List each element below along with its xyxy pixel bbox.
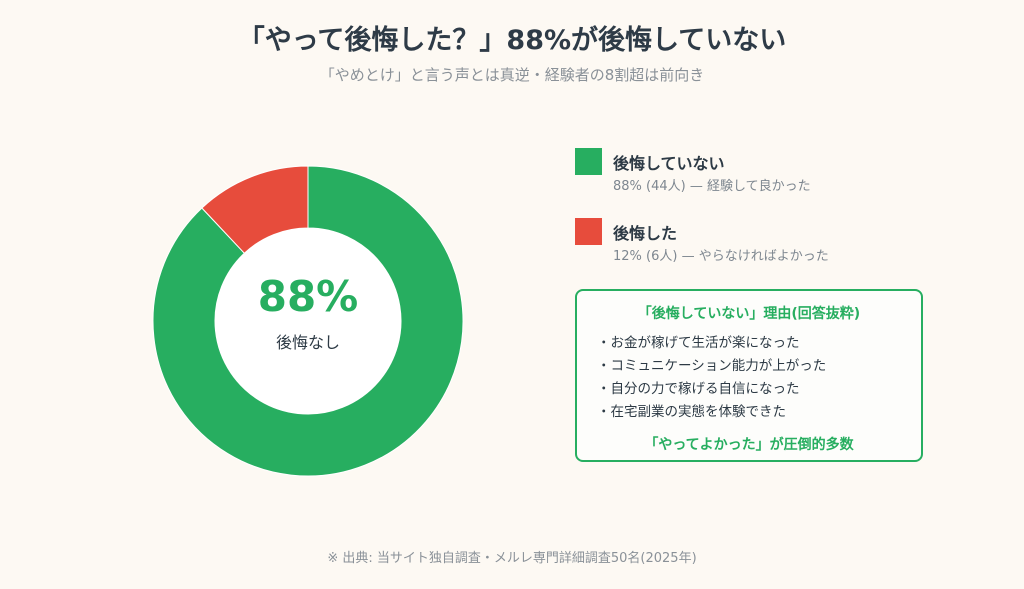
legend-label-regret: 後悔した (613, 224, 678, 243)
reasons-box: 「後悔していない」理由(回答抜粋) ・お金が稼げて生活が楽になった ・コミュニケ… (575, 289, 923, 462)
legend-swatch-regret (575, 218, 602, 245)
chart-subtitle: 「やめとけ」と言う声とは真逆・経験者の8割超は前向き (319, 66, 705, 84)
legend-detail-regret: 12% (6人) — やらなければよかった (613, 249, 829, 264)
reason-item: ・在宅副業の実態を体験できた (597, 404, 786, 420)
legend-swatch-no-regret (575, 148, 602, 175)
reasons-title: 「後悔していない」理由(回答抜粋) (637, 306, 861, 322)
chart-title: 「やって後悔した？」88%が後悔していない (237, 25, 787, 56)
reason-item: ・自分の力で稼げる自信になった (597, 381, 800, 397)
donut-center-value: 88% (257, 272, 359, 321)
donut-chart (152, 165, 464, 477)
donut-center-label: 後悔なし (275, 333, 340, 352)
reasons-list: ・お金が稼げて生活が楽になった ・コミュニケーション能力が上がった ・自分の力で… (597, 332, 826, 424)
reason-item: ・お金が稼げて生活が楽になった (597, 335, 800, 351)
reasons-footer: 「やってよかった」が圧倒的多数 (644, 437, 854, 453)
reason-item: ・コミュニケーション能力が上がった (597, 358, 827, 374)
legend-detail-no-regret: 88% (44人) — 経験して良かった (613, 179, 811, 194)
donut-hole (215, 228, 401, 414)
legend-label-no-regret: 後悔していない (613, 154, 725, 173)
source-note: ※ 出典: 当サイト独自調査・メルレ専門詳細調査50名(2025年) (327, 551, 697, 566)
